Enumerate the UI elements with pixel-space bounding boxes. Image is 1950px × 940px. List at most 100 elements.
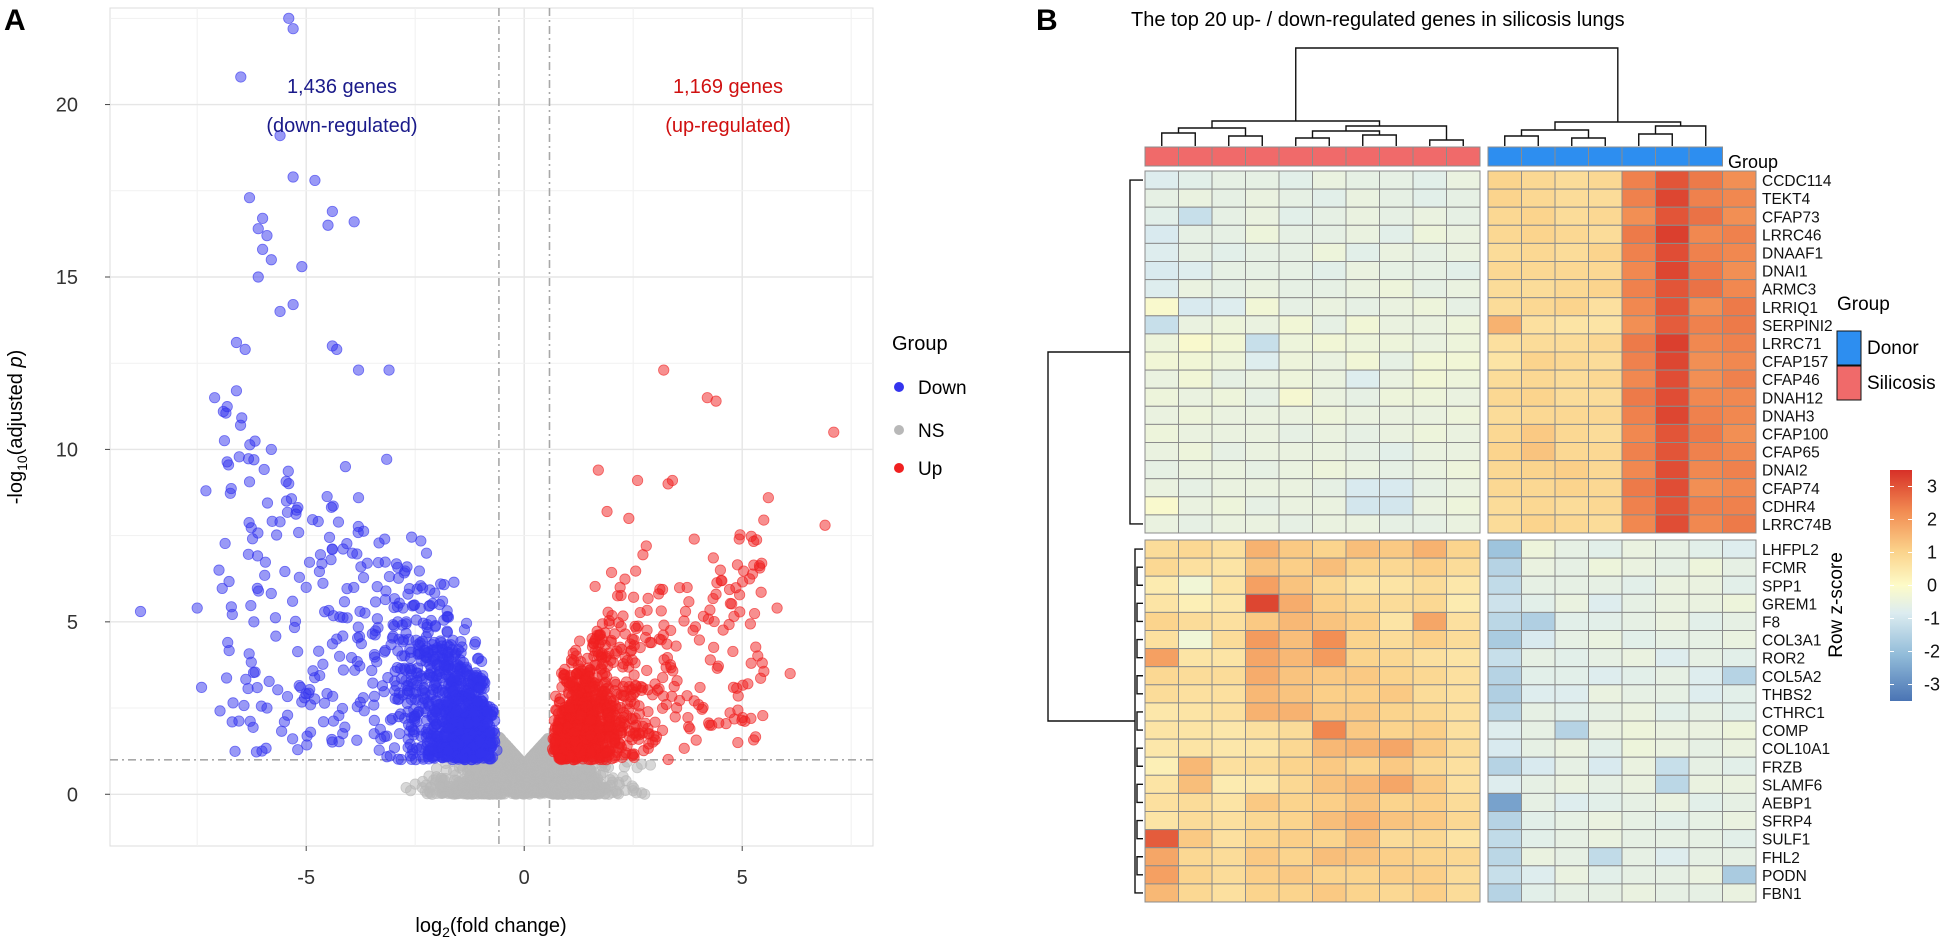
heatmap-cell [1487, 423, 1522, 443]
heatmap-cell [1487, 333, 1522, 353]
heatmap-cell [1412, 224, 1447, 244]
up-point [745, 657, 757, 669]
down-point [381, 453, 393, 465]
dendrogram-branch [1136, 747, 1143, 767]
ns-point [581, 780, 593, 792]
down-point [282, 465, 294, 477]
heatmap-cell [1521, 315, 1556, 335]
heatmap-cell [1312, 496, 1347, 516]
dendrogram-branch [1429, 139, 1464, 146]
heatmap-cell [1144, 539, 1179, 559]
heatmap-cell [1554, 774, 1589, 794]
heatmap-cell [1655, 774, 1690, 794]
heatmap-cell [1722, 557, 1757, 577]
down-point [326, 733, 338, 746]
heatmap-cell [1446, 405, 1481, 425]
up-point [603, 615, 615, 627]
group-annotation-cell [1688, 146, 1723, 167]
heatmap-cell [1345, 369, 1380, 389]
heatmap-cell [1379, 630, 1414, 650]
heatmap-cell [1178, 811, 1213, 831]
down-point [411, 583, 423, 595]
heatmap-cell [1722, 883, 1757, 903]
up-point [628, 669, 640, 681]
heatmap-cell [1211, 738, 1246, 758]
down-point [431, 659, 443, 671]
down-point [449, 660, 461, 673]
up-point [649, 716, 661, 728]
legend-swatch-donor [1836, 330, 1862, 366]
down-point [259, 556, 272, 568]
heatmap-cell [1379, 774, 1414, 794]
up-point [565, 653, 578, 666]
down-point [287, 298, 299, 311]
heatmap-cell [1554, 423, 1589, 443]
heatmap-cell [1722, 496, 1757, 516]
heatmap-cell [1345, 242, 1380, 262]
down-point [352, 520, 364, 533]
heatmap-cell [1211, 774, 1246, 794]
heatmap-cell [1345, 333, 1380, 353]
heatmap-cell [1211, 206, 1246, 226]
gene-label: CDHR4 [1762, 499, 1816, 516]
heatmap-cell [1211, 405, 1246, 425]
heatmap-cell [1655, 387, 1690, 407]
heatmap-cell [1655, 478, 1690, 498]
heatmap-cell [1655, 514, 1690, 534]
heatmap-cell [1379, 702, 1414, 722]
down-point [375, 733, 387, 745]
heatmap-cell [1379, 478, 1414, 498]
up-point [603, 721, 616, 733]
gene-label: FBN1 [1762, 886, 1802, 903]
y-tick-label: 5 [67, 612, 78, 634]
heatmap-cell [1655, 666, 1690, 686]
heatmap-cell [1178, 738, 1213, 758]
down-point [405, 646, 417, 658]
down-point [274, 305, 286, 318]
heatmap-cell [1178, 351, 1213, 371]
heatmap-cell [1144, 611, 1179, 632]
heatmap-cell [1412, 423, 1447, 443]
colorbar-tick-label: 1 [1927, 543, 1937, 563]
heatmap-cell [1312, 611, 1347, 632]
heatmap-cell [1521, 460, 1556, 480]
heatmap-cell [1554, 756, 1589, 776]
legend-swatch-silicosis [1836, 365, 1862, 401]
heatmap-cell [1521, 792, 1556, 813]
heatmap-cell [1144, 738, 1179, 758]
down-point [256, 745, 268, 757]
group-annotation-cell [1178, 146, 1213, 167]
heatmap-cell [1345, 811, 1380, 831]
heatmap-cell [1521, 514, 1556, 534]
heatmap-cell [1412, 188, 1447, 208]
heatmap-cell [1487, 575, 1522, 595]
up-point [732, 736, 744, 749]
down-point [219, 537, 231, 550]
heatmap-cell [1245, 351, 1280, 371]
heatmap-cell [1211, 387, 1246, 407]
heatmap-cell [1245, 369, 1280, 389]
heatmap-cell [1144, 829, 1179, 849]
legend-label-ns: NS [918, 421, 944, 442]
heatmap-cell [1722, 478, 1757, 498]
heatmap-cell [1278, 423, 1313, 443]
heatmap-cell [1379, 496, 1414, 516]
up-point [660, 698, 672, 711]
heatmap-cell [1412, 460, 1447, 480]
down-point [317, 577, 329, 589]
heatmap-cell [1688, 351, 1723, 371]
down-point [448, 576, 460, 588]
heatmap-cell [1178, 206, 1213, 226]
volcano-points [134, 12, 840, 800]
heatmap-cell [1312, 478, 1347, 498]
heatmap-cell [1588, 297, 1623, 317]
heatmap-cell [1554, 648, 1589, 668]
heatmap-cell [1412, 774, 1447, 794]
heatmap-cell [1245, 333, 1280, 353]
up-point [828, 426, 840, 438]
dendrogram-branch [1136, 711, 1143, 731]
heatmap-cell [1211, 630, 1246, 650]
heatmap-cell [1412, 297, 1447, 317]
heatmap-cell [1554, 333, 1589, 353]
up-point [710, 588, 722, 600]
